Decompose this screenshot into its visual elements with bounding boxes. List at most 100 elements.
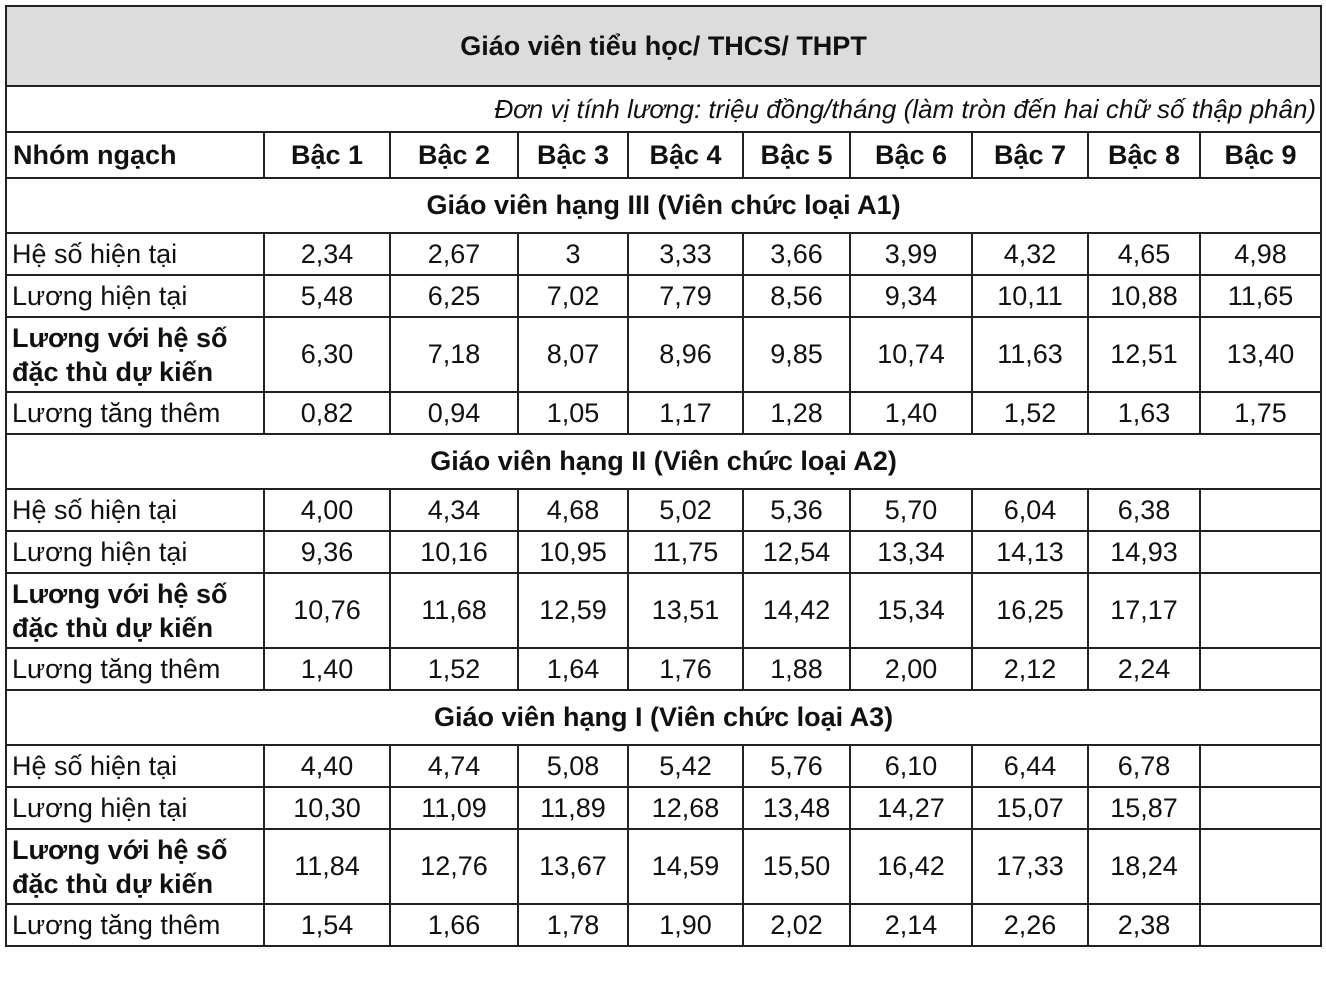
column-header-group: Nhóm ngạch (5, 131, 265, 179)
row-label: Hệ số hiện tại (5, 232, 265, 276)
value-cell: 7,18 (389, 316, 519, 393)
value-cell: 6,10 (849, 744, 973, 788)
table-row: Hệ số hiện tại 2,34 2,67 3 3,33 3,66 3,99 4,32 4… (5, 232, 1323, 276)
value-cell: 4,34 (389, 488, 519, 532)
value-cell: 14,93 (1087, 530, 1201, 574)
value-cell: 10,88 (1087, 274, 1201, 318)
value-cell: 17,33 (971, 828, 1089, 905)
value-cell: 11,68 (389, 572, 519, 649)
section-header-row: Giáo viên hạng III (Viên chức loại A1) (4, 177, 1323, 234)
value-cell: 0,94 (389, 391, 519, 435)
value-cell: 2,00 (849, 647, 973, 691)
value-cell: 12,76 (389, 828, 519, 905)
value-cell: 1,05 (517, 391, 629, 435)
table-row: Lương hiện tại 9,36 10,16 10,95 11,75 12,54 13… (5, 530, 1323, 574)
value-cell: 1,28 (742, 391, 851, 435)
section-header-row: Giáo viên hạng I (Viên chức loại A3) (4, 689, 1323, 746)
value-cell (1198, 488, 1323, 532)
value-cell: 1,63 (1087, 391, 1201, 435)
value-cell: 15,34 (849, 572, 973, 649)
value-cell: 12,59 (517, 572, 629, 649)
value-cell: 1,66 (389, 903, 519, 947)
value-cell: 5,76 (742, 744, 851, 788)
value-cell: 8,96 (627, 316, 744, 393)
row-label: Lương hiện tại (5, 530, 265, 574)
value-cell: 8,56 (742, 274, 851, 318)
value-cell: 1,76 (627, 647, 744, 691)
column-header-bac-1: Bậc 1 (263, 131, 391, 179)
value-cell: 2,67 (389, 232, 519, 276)
row-label: Hệ số hiện tại (5, 744, 265, 788)
row-label: Hệ số hiện tại (5, 488, 265, 532)
value-cell (1198, 786, 1323, 830)
header-row: Nhóm ngạch Bậc 1 Bậc 2 Bậc 3 Bậc 4 Bậc 5 Bậc 6… (5, 131, 1323, 179)
value-cell: 2,14 (849, 903, 973, 947)
value-cell: 10,11 (971, 274, 1089, 318)
value-cell: 1,64 (517, 647, 629, 691)
column-header-bac-4: Bậc 4 (627, 131, 744, 179)
value-cell: 10,74 (849, 316, 973, 393)
value-cell: 10,76 (263, 572, 391, 649)
value-cell: 11,63 (971, 316, 1089, 393)
value-cell: 6,44 (971, 744, 1089, 788)
table-row: Lương tăng thêm 1,54 1,66 1,78 1,90 2,02 2,14 2… (5, 903, 1323, 947)
value-cell: 15,50 (742, 828, 851, 905)
value-cell: 15,07 (971, 786, 1089, 830)
value-cell: 4,65 (1087, 232, 1201, 276)
column-header-bac-5: Bậc 5 (742, 131, 851, 179)
value-cell: 5,70 (849, 488, 973, 532)
value-cell: 15,87 (1087, 786, 1201, 830)
value-cell: 1,90 (627, 903, 744, 947)
value-cell: 4,74 (389, 744, 519, 788)
value-cell: 11,09 (389, 786, 519, 830)
value-cell: 0,82 (263, 391, 391, 435)
section-title: Giáo viên hạng III (Viên chức loại A1) (4, 177, 1323, 234)
value-cell (1198, 828, 1323, 905)
value-cell: 14,13 (971, 530, 1089, 574)
table-row: Lương tăng thêm 1,40 1,52 1,64 1,76 1,88 2,00 2… (5, 647, 1323, 691)
section-title: Giáo viên hạng I (Viên chức loại A3) (4, 689, 1323, 746)
value-cell: 14,42 (742, 572, 851, 649)
value-cell: 2,02 (742, 903, 851, 947)
value-cell: 2,38 (1087, 903, 1201, 947)
value-cell: 1,78 (517, 903, 629, 947)
value-cell: 6,04 (971, 488, 1089, 532)
value-cell: 1,40 (849, 391, 973, 435)
value-cell: 5,48 (263, 274, 391, 318)
value-cell: 5,36 (742, 488, 851, 532)
value-cell: 13,48 (742, 786, 851, 830)
value-cell: 12,54 (742, 530, 851, 574)
value-cell: 2,24 (1087, 647, 1201, 691)
row-label: Lương tăng thêm (5, 391, 265, 435)
title-row: Giáo viên tiểu học/ THCS/ THPT (4, 5, 1323, 87)
value-cell: 2,12 (971, 647, 1089, 691)
value-cell: 16,25 (971, 572, 1089, 649)
value-cell: 4,68 (517, 488, 629, 532)
value-cell: 3 (517, 232, 629, 276)
value-cell: 11,65 (1198, 274, 1323, 318)
table-title: Giáo viên tiểu học/ THCS/ THPT (4, 5, 1323, 87)
value-cell: 10,30 (263, 786, 391, 830)
value-cell: 13,40 (1198, 316, 1323, 393)
value-cell (1198, 647, 1323, 691)
value-cell: 13,67 (517, 828, 629, 905)
value-cell: 1,17 (627, 391, 744, 435)
value-cell (1198, 530, 1323, 574)
table-row: Lương tăng thêm 0,82 0,94 1,05 1,17 1,28 1,40 1… (5, 391, 1323, 435)
value-cell: 4,98 (1198, 232, 1323, 276)
value-cell: 7,02 (517, 274, 629, 318)
value-cell: 4,40 (263, 744, 391, 788)
value-cell: 16,42 (849, 828, 973, 905)
value-cell: 1,88 (742, 647, 851, 691)
value-cell (1198, 903, 1323, 947)
value-cell (1198, 572, 1323, 649)
value-cell: 5,42 (627, 744, 744, 788)
column-header-bac-7: Bậc 7 (971, 131, 1089, 179)
value-cell: 9,85 (742, 316, 851, 393)
row-label: Lương với hệ số đặc thù dự kiến (5, 572, 265, 649)
column-header-bac-8: Bậc 8 (1087, 131, 1201, 179)
value-cell: 13,51 (627, 572, 744, 649)
value-cell: 3,33 (627, 232, 744, 276)
row-label: Lương tăng thêm (5, 903, 265, 947)
column-header-bac-9: Bậc 9 (1198, 131, 1323, 179)
